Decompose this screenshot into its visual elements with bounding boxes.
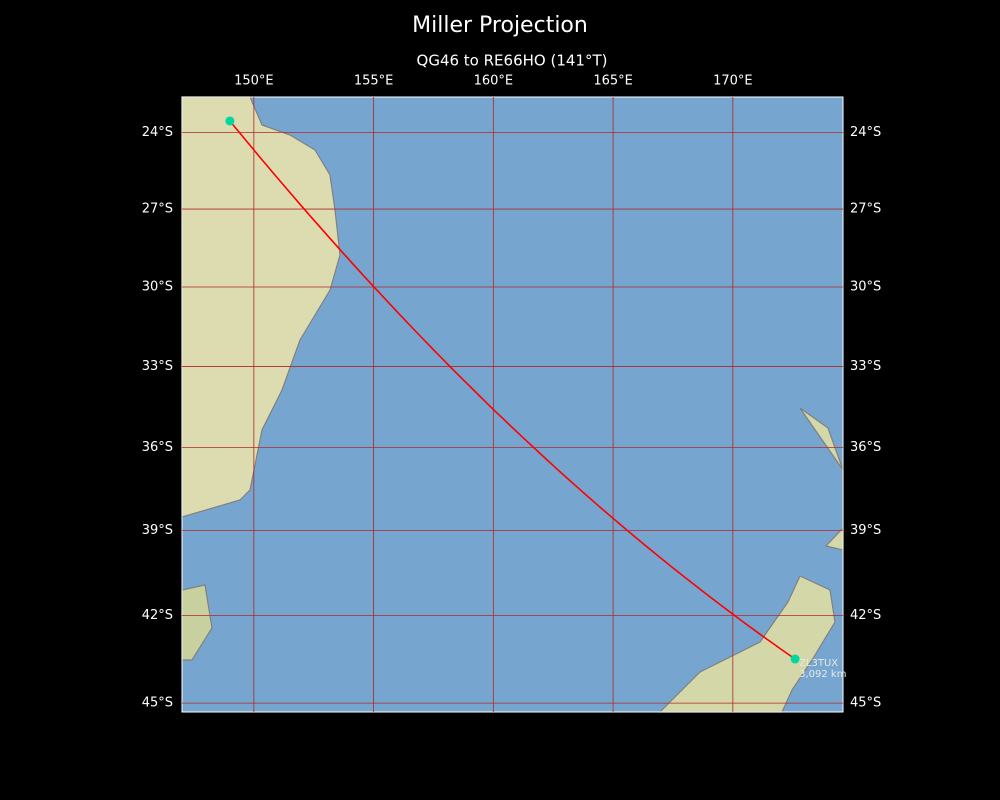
lat-tick-label: 36°S — [142, 440, 173, 455]
route — [229, 120, 796, 660]
station-label: ZL3TUX — [799, 658, 838, 669]
basemap — [181, 96, 844, 713]
lat-tick-label: 42°S — [142, 608, 173, 623]
lat-tick-label: 42°S — [850, 608, 881, 623]
lat-tick-label: 45°S — [850, 696, 881, 711]
australia — [181, 96, 341, 518]
lat-tick-label: 27°S — [142, 202, 173, 217]
frame — [181, 96, 844, 713]
end-marker — [790, 654, 800, 664]
lat-tick-label: 45°S — [142, 696, 173, 711]
title: Miller Projection — [412, 13, 588, 38]
lat-tick-label: 30°S — [850, 280, 881, 295]
lon-tick-label: 155°E — [354, 74, 394, 89]
nz-south-island — [658, 575, 836, 713]
lat-tick-label: 33°S — [850, 359, 881, 374]
lon-tick-label: 165°E — [593, 74, 633, 89]
lat-tick-label: 36°S — [850, 440, 881, 455]
lat-tick-label: 33°S — [142, 359, 173, 374]
lon-tick-label: 170°E — [713, 74, 753, 89]
distance-label: 3,092 km — [799, 669, 846, 680]
lat-tick-label: 30°S — [142, 280, 173, 295]
subtitle: QG46 to RE66HO (141°T) — [417, 52, 608, 70]
lat-tick-label: 24°S — [142, 125, 173, 140]
lat-tick-label: 39°S — [850, 523, 881, 538]
lat-tick-label: 39°S — [142, 523, 173, 538]
lon-tick-label: 160°E — [474, 74, 514, 89]
lat-tick-label: 24°S — [850, 125, 881, 140]
lat-tick-label: 27°S — [850, 202, 881, 217]
start-marker — [225, 116, 235, 126]
lon-tick-label: 150°E — [234, 74, 274, 89]
